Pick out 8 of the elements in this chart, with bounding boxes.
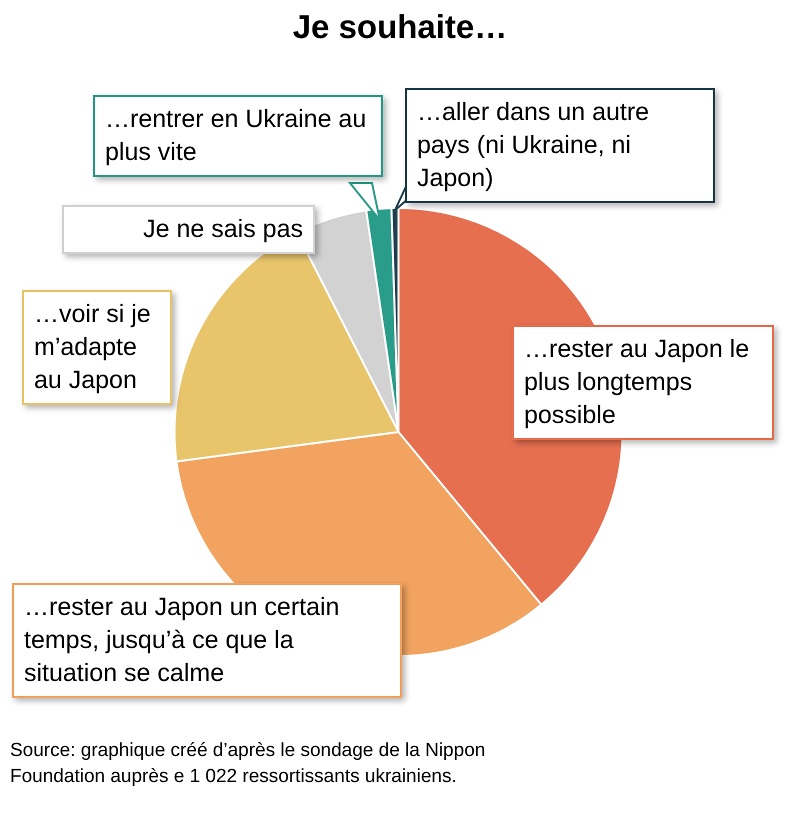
- slice-label: …aller dans un autre pays (ni Ukraine, ni Japon): [405, 88, 715, 203]
- slice-label: Je ne sais pas: [62, 205, 315, 254]
- slice-label: …rester au Japon un certain temps, jusqu’à ce que la situation se calme: [12, 583, 402, 698]
- slice-label: …rester au Japon le plus longtemps possible: [512, 325, 774, 440]
- source-note: Source: graphique créé d’après le sondage de la Nippon Foundation auprès e 1 022 ressortissants ukrainiens.: [10, 739, 486, 789]
- slice-label: …voir si je m’adapte au Japon: [22, 290, 172, 405]
- slice-label: …rentrer en Ukraine au plus vite: [93, 95, 383, 177]
- chart-title: Je souhaite…: [292, 8, 508, 46]
